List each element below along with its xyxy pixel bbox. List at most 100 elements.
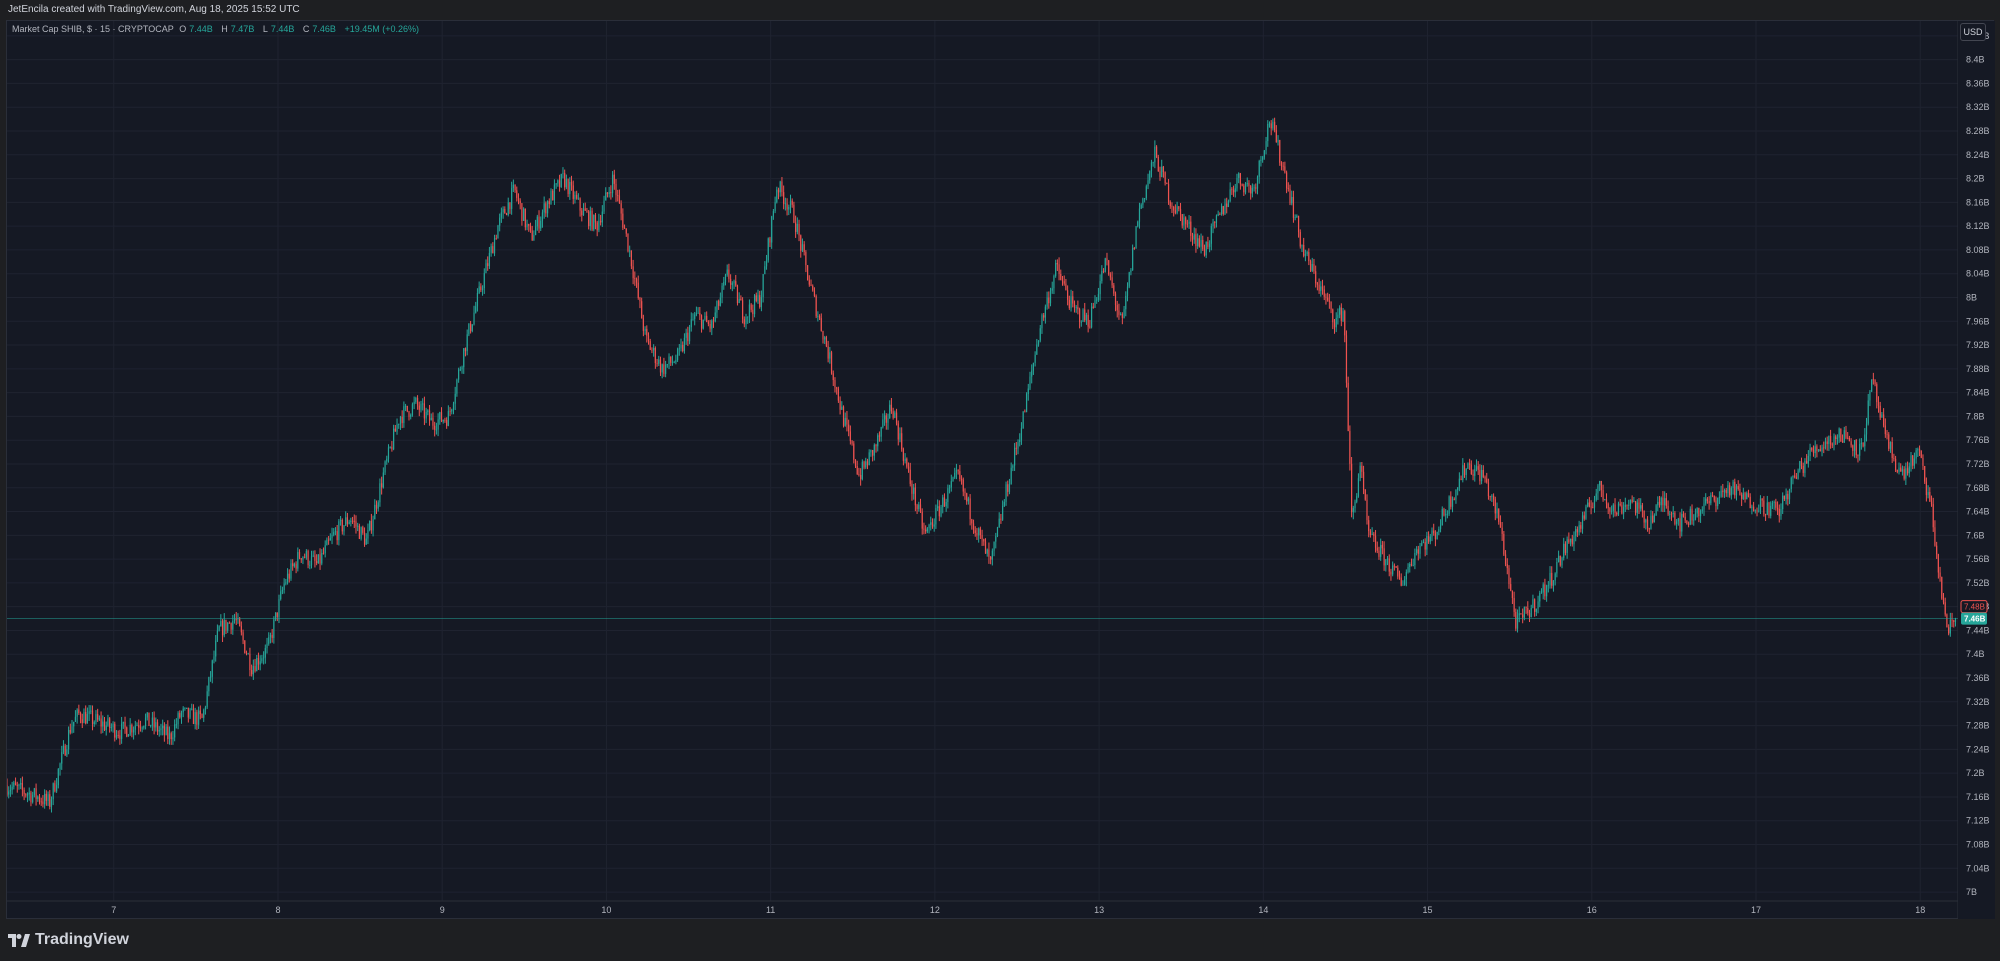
candle-body xyxy=(865,461,867,468)
candle-body xyxy=(1195,234,1197,247)
candle-body xyxy=(1077,307,1079,310)
candle-body xyxy=(925,529,927,532)
candle-body xyxy=(1049,290,1052,304)
tradingview-logo[interactable]: TradingView xyxy=(8,931,129,949)
time-axis[interactable]: 7 8 9 10 11 12 13 14 15 16 17 18 xyxy=(111,905,1925,915)
candle-body xyxy=(1847,437,1849,439)
candle-body xyxy=(1361,465,1363,472)
candle-body xyxy=(945,502,947,507)
candle-body xyxy=(1303,244,1305,256)
candle-body xyxy=(370,520,372,531)
candle-body xyxy=(830,352,833,374)
candle-body xyxy=(1896,470,1898,472)
candle-body xyxy=(338,521,340,541)
candle-body xyxy=(278,599,280,617)
candle-body xyxy=(1859,443,1861,456)
last-price-tag xyxy=(1961,612,1987,625)
candle-body xyxy=(531,230,533,241)
candle-body xyxy=(1248,183,1250,187)
candle-body xyxy=(358,525,361,539)
price-chart[interactable]: 8.44B8.4B8.36B8.32B8.28B8.24B8.2B8.16B8.… xyxy=(7,21,1995,920)
candle-body xyxy=(386,458,388,462)
candle-body xyxy=(1575,529,1577,537)
candle-body xyxy=(627,233,629,252)
candle-body xyxy=(1556,562,1558,574)
candle-body xyxy=(488,252,491,267)
candle-body xyxy=(716,301,718,313)
chart-panel[interactable]: 8.44B8.4B8.36B8.32B8.28B8.24B8.2B8.16B8.… xyxy=(6,20,1995,920)
candle-body xyxy=(1061,280,1064,282)
candle-body xyxy=(1522,614,1524,618)
candle-body xyxy=(1183,217,1185,226)
candle-body xyxy=(682,344,684,351)
candle-body xyxy=(1089,326,1091,328)
price-tick-label: 7.36B xyxy=(1966,673,1990,683)
candle-body xyxy=(1027,388,1029,394)
candle-body xyxy=(1616,513,1618,515)
symbol-name[interactable]: Market Cap SHIB, $ · 15 · CRYPTOCAP xyxy=(12,24,174,34)
candle-body xyxy=(882,419,884,428)
candle-body xyxy=(921,511,923,529)
candle-body xyxy=(846,417,848,425)
candle-body xyxy=(242,632,244,641)
candle-body xyxy=(13,782,15,787)
candle-body xyxy=(697,312,699,314)
candle-body xyxy=(723,281,725,286)
candle-body xyxy=(480,286,482,291)
candle-body xyxy=(144,717,147,727)
candle-body xyxy=(1824,441,1827,448)
candle-body xyxy=(947,488,949,503)
candle-body xyxy=(1944,602,1946,615)
candle-body xyxy=(1149,171,1151,181)
candle-body xyxy=(1566,539,1568,553)
candle-body xyxy=(1585,506,1587,519)
candle-body xyxy=(88,711,90,714)
candle-body xyxy=(1282,165,1284,167)
candle-body xyxy=(230,623,232,630)
candle-body xyxy=(1741,494,1743,499)
candle-body xyxy=(1720,490,1722,497)
candle-body xyxy=(1070,296,1072,309)
candle-body xyxy=(1766,502,1768,515)
symbol-legend[interactable]: Market Cap SHIB, $ · 15 · CRYPTOCAP O 7.4… xyxy=(12,24,422,34)
candle-body xyxy=(37,796,39,799)
candle-body xyxy=(753,295,756,315)
candle-body xyxy=(475,306,477,313)
candle-body xyxy=(398,424,400,425)
candle-body xyxy=(174,724,176,738)
price-tick-label: 7.28B xyxy=(1966,721,1990,731)
candle-body xyxy=(634,278,636,279)
currency-button[interactable]: USD xyxy=(1960,23,1986,41)
candle-body xyxy=(483,273,485,289)
candle-body xyxy=(998,518,1000,528)
candle-body xyxy=(304,556,306,558)
candle-body xyxy=(1717,498,1719,507)
candle-body xyxy=(18,784,20,787)
candle-body xyxy=(391,446,393,450)
candle-body xyxy=(1694,513,1697,520)
candle-body xyxy=(581,210,583,216)
candle-body xyxy=(1624,504,1626,507)
candle-body xyxy=(187,707,189,718)
candle-body xyxy=(1306,252,1308,255)
candle-body xyxy=(707,322,709,324)
candle-body xyxy=(1416,549,1418,554)
candle-body xyxy=(957,470,959,472)
candle-body xyxy=(492,246,494,254)
candle-body xyxy=(8,791,10,795)
price-axis[interactable]: 8.44B8.4B8.36B8.32B8.28B8.24B8.2B8.16B8.… xyxy=(1958,21,1995,920)
candle-body xyxy=(1344,311,1346,336)
candle-body xyxy=(1595,493,1597,500)
candle-body xyxy=(623,227,626,229)
price-tick-label: 7.96B xyxy=(1966,316,1990,326)
candle-body xyxy=(1823,447,1825,449)
candle-body xyxy=(1272,121,1274,129)
candle-body xyxy=(1930,501,1933,505)
candle-body xyxy=(1178,206,1180,209)
candle-body xyxy=(1198,238,1200,247)
candle-body xyxy=(331,534,333,539)
candle-body xyxy=(35,788,37,799)
candle-body xyxy=(810,284,812,286)
candle-body xyxy=(1864,434,1866,447)
candle-body xyxy=(524,208,526,228)
